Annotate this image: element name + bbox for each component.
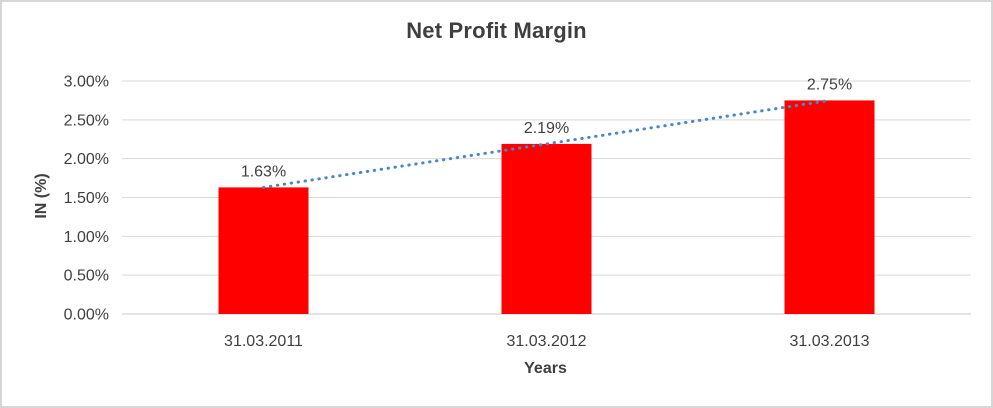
bar (784, 100, 875, 315)
y-tick-label: 0.00% (64, 307, 109, 324)
y-tick-label: 3.00% (64, 74, 109, 91)
chart-title: Net Profit Margin (406, 18, 587, 43)
y-tick-label: 1.50% (64, 190, 109, 207)
y-tick-label: 0.50% (64, 268, 109, 285)
x-tick-label: 31.03.2013 (789, 333, 869, 350)
y-tick-label: 2.00% (64, 151, 109, 168)
bar (501, 143, 592, 314)
x-tick-label: 31.03.2012 (506, 333, 586, 350)
data-label: 2.75% (807, 76, 852, 93)
trendline (262, 98, 831, 189)
data-label: 1.63% (241, 163, 286, 180)
y-tick-label: 1.00% (64, 229, 109, 246)
data-label: 2.19% (524, 120, 569, 137)
bar (218, 187, 309, 314)
y-tick-label: 2.50% (64, 112, 109, 129)
x-axis-title: Years (524, 360, 567, 377)
x-tick-label: 31.03.2011 (224, 333, 303, 350)
